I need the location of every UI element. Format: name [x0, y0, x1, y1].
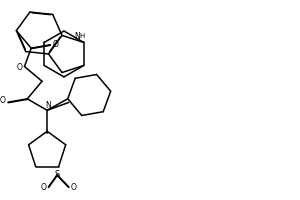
Text: N: N: [46, 101, 52, 110]
Text: O: O: [70, 183, 76, 192]
Text: O: O: [0, 96, 5, 105]
Text: N: N: [74, 32, 80, 41]
Text: O: O: [41, 183, 47, 192]
Text: O: O: [53, 40, 58, 49]
Text: S: S: [55, 170, 60, 179]
Text: O: O: [16, 63, 22, 72]
Text: H: H: [80, 33, 85, 39]
